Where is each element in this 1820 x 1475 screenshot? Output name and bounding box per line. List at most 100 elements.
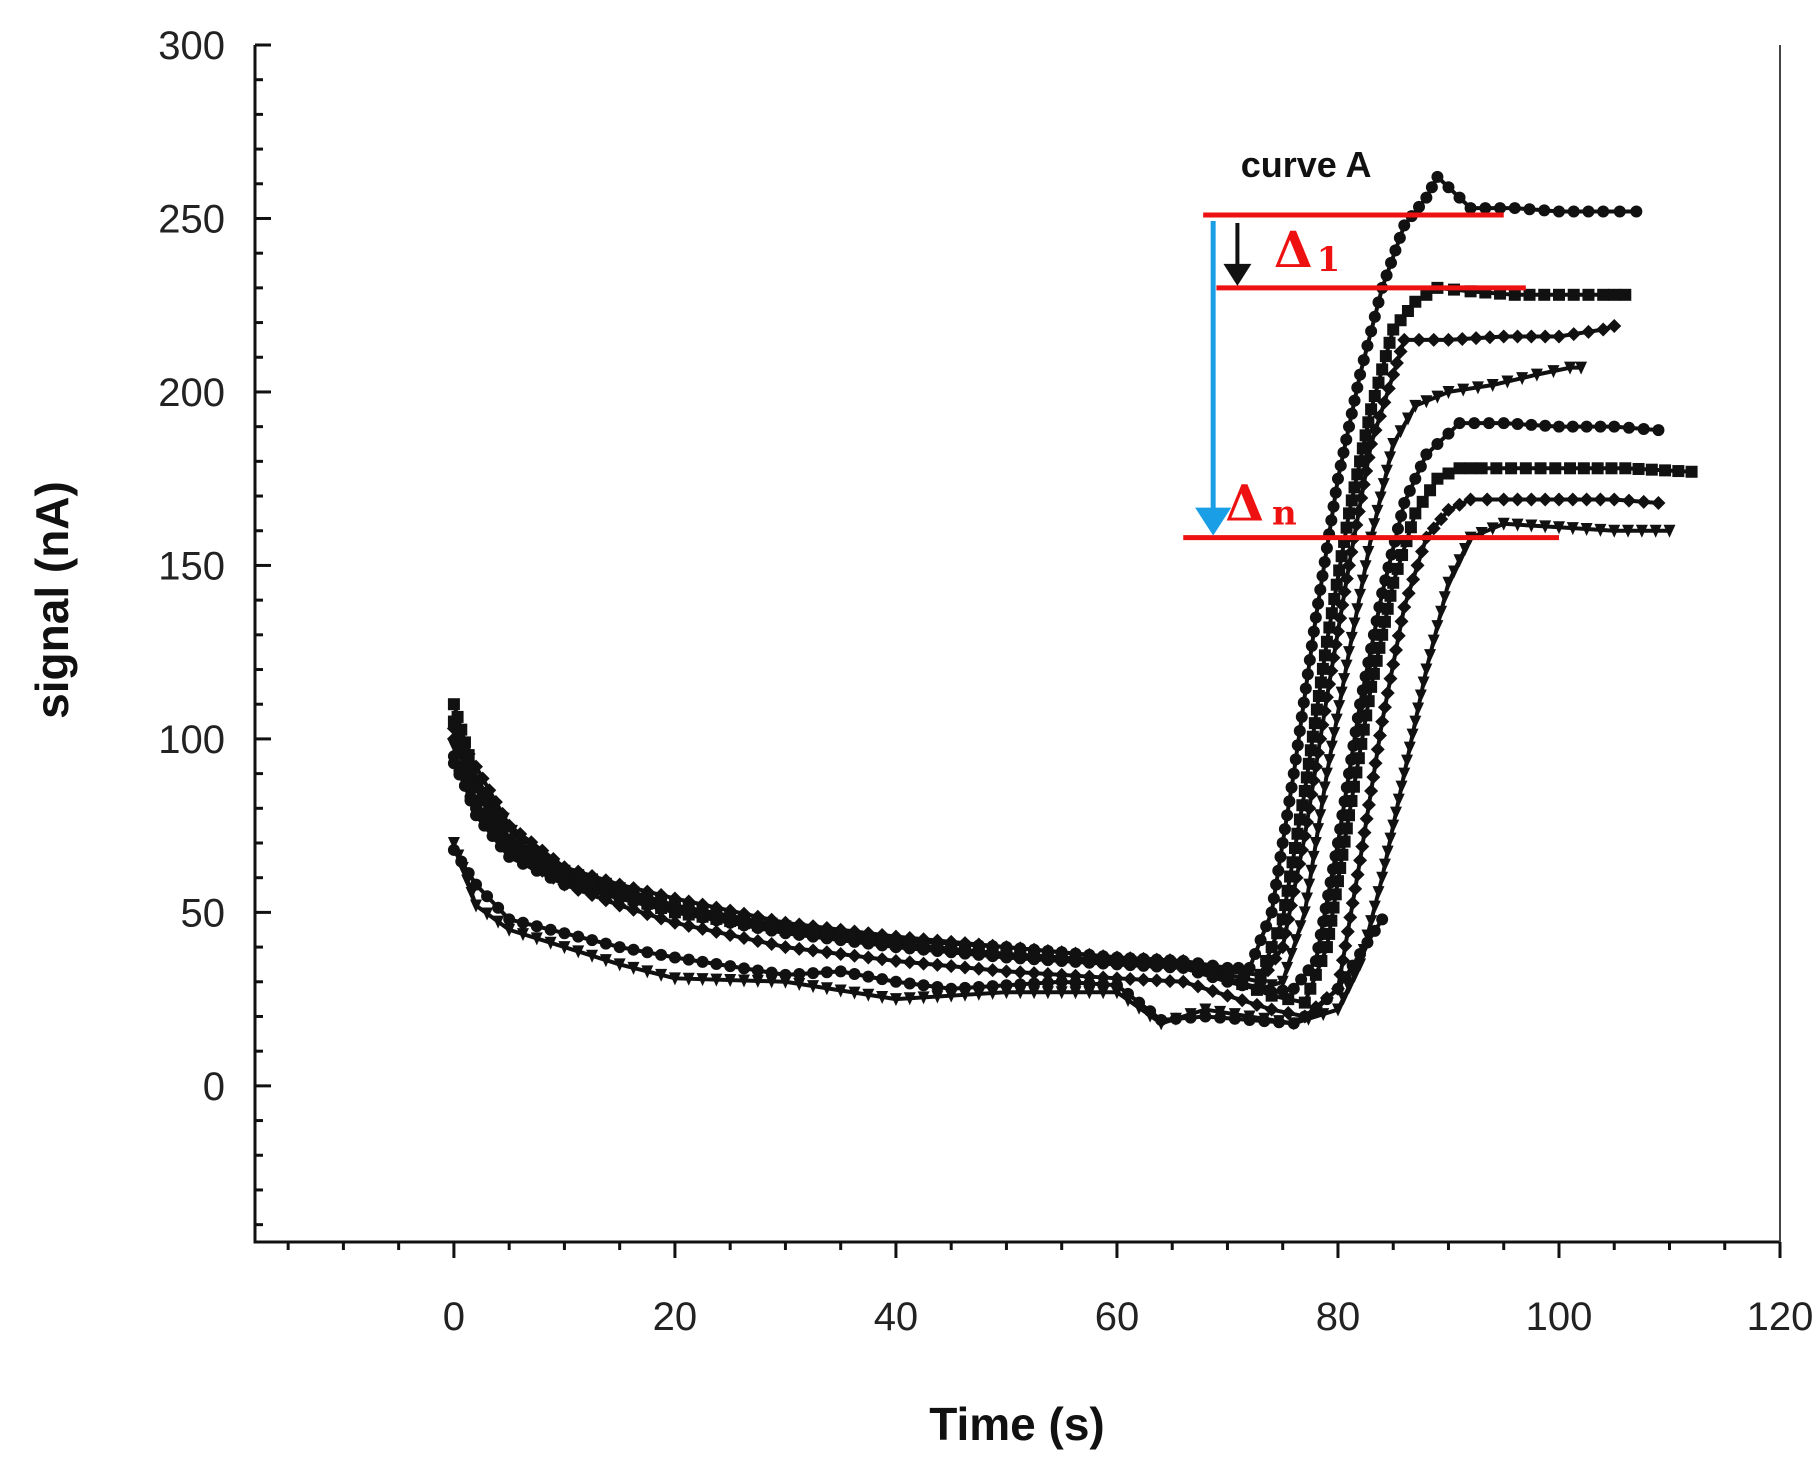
data-point xyxy=(1469,331,1484,346)
data-point xyxy=(1123,972,1138,987)
data-point xyxy=(1351,603,1364,617)
data-point xyxy=(1083,953,1096,966)
data-point xyxy=(779,920,792,933)
series-line xyxy=(452,497,1659,1019)
data-point xyxy=(1431,620,1444,634)
data-point xyxy=(627,961,640,975)
data-point xyxy=(1265,941,1278,954)
data-point xyxy=(1368,756,1383,771)
data-point xyxy=(1319,690,1334,705)
data-point xyxy=(1381,381,1396,396)
data-point xyxy=(1235,993,1250,1008)
data-point xyxy=(1448,565,1461,579)
data-point xyxy=(1343,910,1358,925)
data-point xyxy=(1299,682,1312,695)
data-point xyxy=(1372,728,1387,743)
data-point xyxy=(1330,713,1343,727)
data-point xyxy=(1384,589,1397,602)
data-point xyxy=(1479,202,1492,215)
data-point xyxy=(723,927,738,942)
data-point xyxy=(1327,500,1340,513)
data-point xyxy=(1199,1010,1212,1023)
data-point xyxy=(535,863,550,878)
data-point xyxy=(1420,288,1433,301)
data-point xyxy=(1318,781,1331,795)
data-point xyxy=(446,731,461,746)
data-point xyxy=(668,951,681,964)
data-point xyxy=(834,928,847,941)
data-point xyxy=(1482,330,1497,345)
data-point xyxy=(1348,394,1361,407)
data-point xyxy=(750,934,765,949)
data-point xyxy=(1289,934,1302,948)
x-axis-title: Time (s) xyxy=(929,1398,1105,1450)
data-point xyxy=(571,882,586,897)
data-point xyxy=(1409,715,1422,729)
data-point xyxy=(1281,912,1296,927)
data-point xyxy=(682,972,695,986)
data-point xyxy=(1516,372,1529,386)
data-point xyxy=(1401,754,1414,768)
data-point xyxy=(1442,181,1455,194)
data-point xyxy=(971,961,986,976)
data-point xyxy=(1406,572,1421,587)
data-point xyxy=(1316,795,1329,809)
data-point xyxy=(1594,420,1607,433)
data-point xyxy=(862,988,875,1002)
data-point xyxy=(986,980,999,993)
data-point xyxy=(1582,205,1595,218)
data-point xyxy=(931,980,944,993)
data-point xyxy=(1312,597,1325,610)
data-point xyxy=(1397,332,1412,347)
data-point xyxy=(1368,390,1381,403)
data-point xyxy=(1652,424,1665,437)
data-point xyxy=(1501,375,1514,389)
delta-1-symbol: Δ xyxy=(1274,220,1313,279)
data-point xyxy=(1426,332,1441,347)
data-point xyxy=(1320,542,1333,555)
data-point xyxy=(820,982,833,996)
data-point xyxy=(1199,1003,1212,1017)
data-point xyxy=(1350,867,1365,882)
data-point xyxy=(1351,381,1364,394)
data-point xyxy=(1365,915,1378,929)
data-point xyxy=(1278,823,1291,836)
data-point xyxy=(1055,951,1068,964)
data-point xyxy=(1122,987,1135,1000)
data-point xyxy=(1350,766,1363,779)
data-point xyxy=(641,890,654,903)
data-point xyxy=(1431,390,1444,404)
data-point xyxy=(1565,492,1580,507)
data-point xyxy=(834,984,847,998)
data-point xyxy=(1378,858,1391,872)
series-group xyxy=(447,462,1698,1009)
data-point xyxy=(1567,288,1580,301)
data-point xyxy=(1355,737,1368,750)
data-point xyxy=(613,958,626,972)
data-point xyxy=(1417,676,1430,690)
data-point xyxy=(1566,420,1579,433)
data-point xyxy=(695,921,710,936)
data-point xyxy=(1000,948,1013,961)
data-point xyxy=(1511,418,1524,431)
data-point xyxy=(1027,966,1042,981)
data-point xyxy=(1359,560,1372,574)
data-point xyxy=(1380,685,1395,700)
data-point xyxy=(1176,974,1191,989)
data-point xyxy=(959,944,972,957)
data-point xyxy=(1597,205,1610,218)
data-point xyxy=(1463,492,1478,507)
data-point xyxy=(1304,982,1317,995)
data-point xyxy=(1361,339,1374,352)
data-point xyxy=(1645,463,1658,476)
data-point xyxy=(807,924,820,937)
data-point xyxy=(1409,507,1422,520)
data-point xyxy=(1605,462,1618,475)
data-point xyxy=(1345,407,1358,420)
data-point xyxy=(1316,569,1329,582)
data-point xyxy=(1283,795,1296,808)
data-point xyxy=(916,956,931,971)
data-point xyxy=(1343,420,1356,433)
